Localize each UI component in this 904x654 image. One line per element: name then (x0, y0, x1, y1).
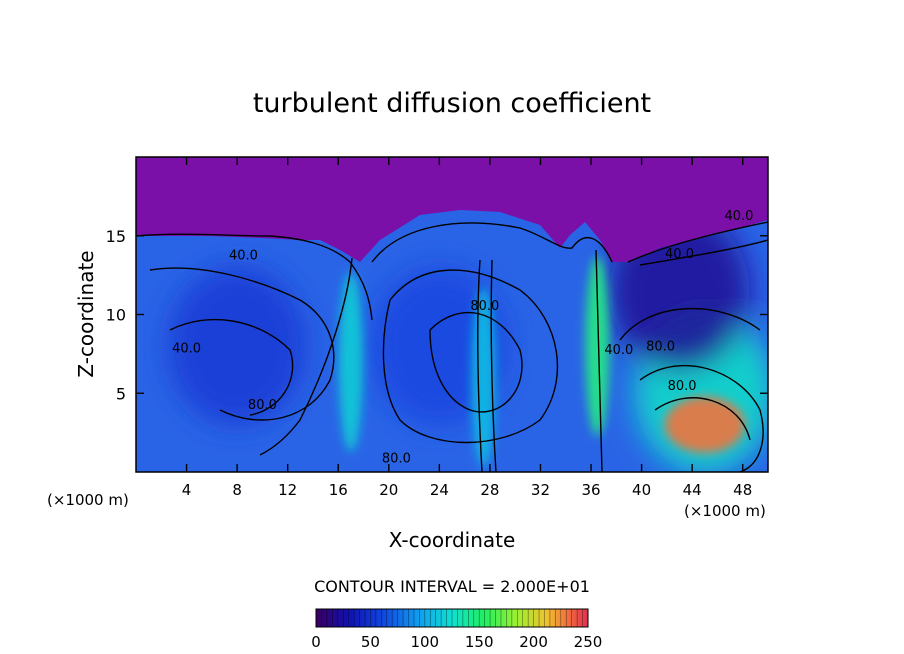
x-tick-label: 24 (430, 481, 449, 499)
x-axis-ticks: 4 8 12 16 20 24 28 32 36 40 44 48 (182, 157, 752, 499)
x-tick-label: 44 (683, 481, 702, 499)
colorbar-tick-label: 250 (574, 633, 603, 651)
contour-label: 80.0 (382, 452, 411, 467)
x-tick-label: 32 (531, 481, 550, 499)
contour-label: 80.0 (646, 340, 675, 355)
upper-stable-layer (136, 157, 768, 262)
colorbar-tick-label: 200 (519, 633, 548, 651)
field-plumes (338, 256, 745, 468)
contour-label: 80.0 (668, 379, 697, 394)
x-tick-label: 28 (480, 481, 499, 499)
x-tick-label: 40 (632, 481, 651, 499)
contour-label: 40.0 (229, 248, 258, 263)
contour-lines (136, 221, 768, 472)
colorbar-tick-label: 50 (361, 633, 380, 651)
contour-label: 40.0 (724, 209, 753, 224)
x-unit-right: (×1000 m) (684, 502, 766, 520)
field-region-plume-37 (585, 256, 610, 436)
contour-label: 40.0 (665, 247, 694, 262)
x-tick-label: 48 (733, 481, 752, 499)
y-axis-ticks: 5 10 15 (106, 227, 768, 403)
y-tick-label: 10 (106, 306, 126, 325)
y-tick-label: 15 (106, 227, 126, 246)
chart-title: turbulent diffusion coefficient (253, 88, 651, 119)
contour-label: 40.0 (604, 343, 633, 358)
contour-interval: CONTOUR INTERVAL = 2.000E+01 (314, 577, 590, 596)
y-axis-label: Z-coordinate (74, 250, 98, 377)
x-tick-label: 20 (379, 481, 398, 499)
y-tick-label: 5 (116, 384, 126, 403)
colorbar-ticks: 0 50 100 150 200 250 (311, 633, 602, 651)
contour-label: 40.0 (172, 341, 201, 356)
x-tick-label: 4 (182, 481, 192, 499)
x-tick-label: 36 (581, 481, 600, 499)
field-region-core-45 (664, 396, 745, 453)
colorbar-frame (315, 608, 589, 628)
colorbar-stripes (321, 609, 583, 627)
x-axis-label: X-coordinate (389, 528, 516, 552)
x-tick-label: 12 (278, 481, 297, 499)
contour-label: 80.0 (248, 398, 277, 413)
colorbar-tick-label: 100 (410, 633, 439, 651)
contour-labels: 40.0 40.0 80.0 80.0 80.0 40.0 80.0 80.0 40.0 40.0 (172, 209, 753, 467)
colorbar: 0 50 100 150 200 250 (311, 608, 602, 651)
colorbar-tick-label: 0 (311, 633, 321, 651)
field-region-left-eddy (167, 266, 308, 426)
x-tick-label: 16 (329, 481, 348, 499)
x-unit-left: (×1000 m) (47, 491, 129, 509)
colorbar-tick-label: 150 (465, 633, 494, 651)
plot-area: 40.040.080.080.080.040.0 80.080.040.040.0… (106, 156, 769, 499)
field-region-plume-16 (338, 271, 363, 452)
contour-label: 80.0 (470, 299, 499, 314)
x-tick-label: 8 (232, 481, 242, 499)
